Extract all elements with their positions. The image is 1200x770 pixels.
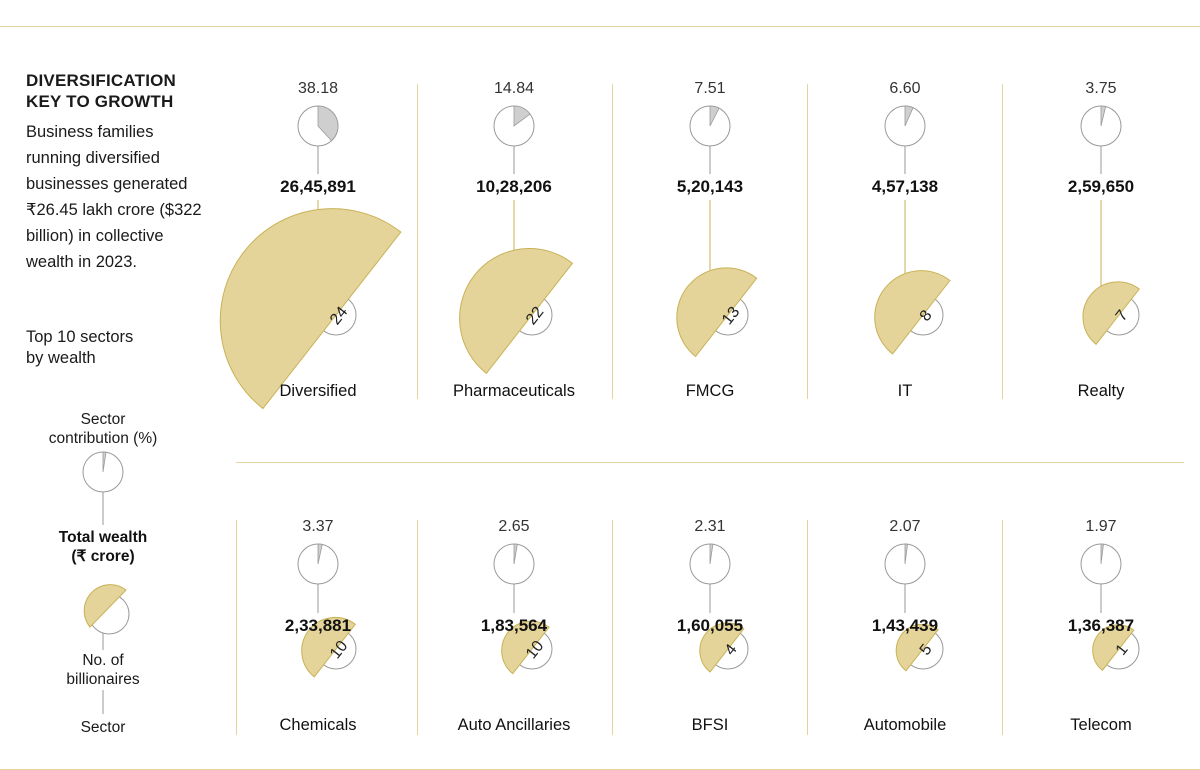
legend-sector-label: Sector [80, 719, 126, 736]
column-divider [1002, 520, 1003, 735]
chart-title-line2: KEY TO GROWTH [26, 92, 174, 111]
contribution-pie-slice [709, 543, 714, 565]
column-divider [807, 84, 808, 399]
contribution-label: 3.37 [302, 518, 334, 535]
wealth-half-disc [1092, 624, 1135, 671]
sector-label: FMCG [685, 382, 735, 400]
contribution-label: 6.60 [889, 80, 921, 97]
sector-label: IT [897, 382, 913, 400]
contribution-pie-slice [904, 105, 914, 127]
wealth-label: 26,45,891 [280, 177, 356, 196]
wealth-half-disc [501, 620, 550, 675]
wealth-label: 2,59,650 [1067, 177, 1135, 196]
column-divider [417, 520, 418, 735]
wealth-label: 10,28,206 [476, 177, 552, 196]
legend-wealth-label: Total wealth (₹ crore) [23, 528, 183, 566]
legend-contribution-line2: contribution (%) [48, 430, 158, 447]
contribution-pie-slice [904, 543, 909, 565]
wealth-label: 5,20,143 [676, 177, 744, 196]
contribution-pie-slice [513, 105, 531, 127]
column-divider [807, 520, 808, 735]
sector-label: Chemicals [279, 716, 357, 734]
wealth-label: 1,83,564 [480, 616, 548, 635]
sector-label: Telecom [1070, 716, 1132, 734]
legend-contribution-label: Sector contribution (%) [23, 410, 183, 448]
column-divider [417, 84, 418, 399]
contribution-label: 2.07 [889, 518, 921, 535]
sector-label: Diversified [279, 382, 357, 400]
contribution-label: 2.31 [694, 518, 726, 535]
legend-contribution-pie-slice [102, 451, 107, 473]
legend-billionaires-line2: billionaires [66, 671, 140, 688]
contribution-label: 38.18 [297, 80, 339, 97]
legend-billionaires-label: No. of billionaires [23, 651, 183, 689]
wealth-half-disc [301, 617, 356, 678]
wealth-label: 1,36,387 [1067, 616, 1135, 635]
contribution-pie-slice [709, 105, 720, 127]
legend-wealth-half-disc [83, 584, 127, 628]
sector-label: BFSI [691, 716, 729, 734]
chart-subtitle-line2: by wealth [26, 349, 96, 367]
row-separator-rule [236, 462, 1184, 463]
legend-wealth-line1: Total wealth [58, 529, 148, 546]
contribution-label: 7.51 [694, 80, 726, 97]
wealth-half-disc [459, 247, 574, 375]
wealth-half-disc [676, 267, 758, 358]
contribution-pie-slice [1100, 543, 1104, 565]
sector-label: Realty [1077, 382, 1125, 400]
wealth-half-disc [1082, 281, 1141, 346]
wealth-half-disc [895, 623, 939, 672]
top-rule [0, 26, 1200, 27]
legend-contribution-line1: Sector [80, 411, 126, 428]
column-divider [612, 520, 613, 735]
contribution-label: 3.75 [1085, 80, 1117, 97]
legend-billionaires-line1: No. of [82, 652, 124, 669]
chart-description: Business families running diversified bu… [26, 123, 202, 271]
contribution-label: 2.65 [498, 518, 530, 535]
contribution-pie-slice [513, 543, 518, 565]
contribution-pie-slice [317, 543, 323, 565]
column-divider [1002, 84, 1003, 399]
chart-title: DIVERSIFICATION KEY TO GROWTH [26, 70, 176, 112]
sector-label: Auto Ancillaries [457, 716, 571, 734]
contribution-label: 14.84 [493, 80, 535, 97]
legend-wealth-line2: (₹ crore) [71, 548, 135, 565]
chart-title-line1: DIVERSIFICATION [26, 71, 177, 90]
sector-label: Pharmaceuticals [453, 382, 575, 400]
wealth-label: 2,33,881 [284, 616, 352, 635]
wealth-half-disc [219, 208, 402, 410]
wealth-label: 1,60,055 [676, 616, 744, 635]
wealth-label: 4,57,138 [871, 177, 939, 196]
sector-label: Automobile [863, 716, 947, 734]
column-divider [236, 520, 237, 735]
contribution-pie-slice [1100, 105, 1107, 127]
contribution-pie-slice [317, 105, 339, 142]
wealth-half-disc [874, 270, 951, 355]
column-divider [612, 84, 613, 399]
wealth-half-disc [699, 622, 745, 673]
chart-subtitle-line1: Top 10 sectors [26, 328, 134, 346]
wealth-label: 1,43,439 [871, 616, 939, 635]
contribution-label: 1.97 [1085, 518, 1117, 535]
chart-subtitle: Top 10 sectors by wealth [26, 327, 186, 369]
